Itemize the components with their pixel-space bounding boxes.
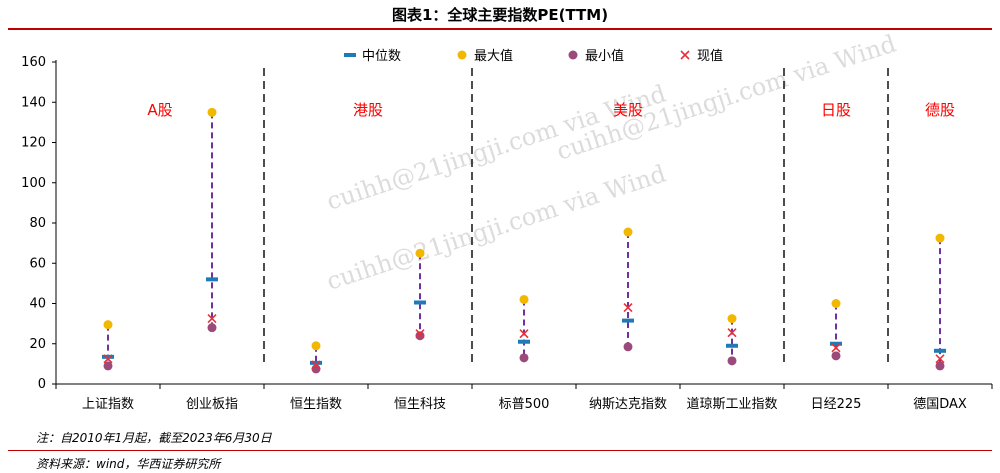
- current-point: [935, 354, 945, 364]
- current-point: [415, 329, 425, 339]
- x-category-label: 纳斯达克指数: [589, 397, 667, 412]
- max-point: [519, 294, 529, 304]
- max-point: [207, 107, 217, 117]
- current-point: [207, 314, 217, 324]
- title-rule: [8, 28, 992, 30]
- min-point: [103, 361, 113, 371]
- region-label: A股: [147, 101, 172, 119]
- current-point: [623, 302, 633, 313]
- median-point: [310, 360, 322, 365]
- x-category-label: 恒生科技: [394, 397, 446, 412]
- x-category-label: 日经225: [811, 397, 862, 412]
- x-stroke: [727, 328, 737, 338]
- max-point: [935, 233, 945, 243]
- current-point: [103, 354, 113, 364]
- y-tick-label: 140: [21, 95, 46, 110]
- median-point: [518, 339, 530, 344]
- legend-max-marker: [457, 50, 467, 60]
- x-stroke: [831, 343, 841, 353]
- footnote: 注：自2010年1月起，截至2023年6月30日: [36, 431, 272, 445]
- x-stroke: [207, 314, 217, 324]
- region-label: 德股: [925, 101, 955, 119]
- legend-label: 最大值: [474, 48, 513, 64]
- legend-label: 现值: [697, 48, 723, 64]
- y-tick-label: 20: [29, 337, 46, 352]
- max-point: [415, 248, 425, 258]
- x-stroke: [311, 360, 321, 370]
- y-tick-label: 0: [38, 377, 46, 392]
- current-point: [311, 360, 321, 370]
- legend-label: 最小值: [585, 48, 624, 64]
- region-label: 美股: [613, 101, 643, 119]
- x-stroke: [623, 302, 633, 313]
- legend-median-marker: [344, 53, 356, 57]
- x-stroke: [519, 329, 529, 339]
- figure-title: 图表1：全球主要指数PE(TTM): [391, 6, 609, 24]
- median-point: [102, 354, 114, 359]
- current-point: [727, 328, 737, 338]
- data-marks: [102, 107, 946, 374]
- min-point: [519, 353, 529, 363]
- y-tick-label: 100: [21, 176, 46, 191]
- region-labels: A股 港股 美股 日股 德股: [147, 101, 955, 119]
- current-point: [831, 343, 841, 353]
- legend: 中位数 最大值 最小值 现值: [344, 48, 723, 64]
- median-point: [622, 318, 634, 323]
- min-point: [935, 361, 945, 371]
- max-point: [623, 227, 633, 237]
- source-note: 资料来源：wind，华西证券研究所: [36, 457, 221, 471]
- current-point: [519, 329, 529, 339]
- legend-label: 中位数: [362, 49, 401, 64]
- region-label: 日股: [821, 101, 851, 119]
- min-point: [207, 323, 217, 333]
- x-category-label: 德国DAX: [913, 397, 967, 412]
- min-point: [727, 356, 737, 366]
- y-tick-label: 40: [29, 297, 46, 312]
- min-point: [415, 331, 425, 341]
- y-tick-label: 60: [29, 256, 46, 271]
- median-point: [830, 341, 842, 346]
- x-category-label: 道琼斯工业指数: [686, 397, 777, 412]
- y-tick-label: 120: [21, 136, 46, 151]
- x-category-label: 恒生指数: [290, 397, 342, 412]
- median-point: [206, 277, 218, 282]
- max-point: [831, 299, 841, 308]
- x-category-label: 标普500: [499, 397, 550, 412]
- max-point: [727, 314, 737, 324]
- region-label: 港股: [353, 101, 383, 119]
- footer-rule: [8, 450, 992, 451]
- y-tick-label: 80: [29, 216, 46, 231]
- x-stroke: [415, 329, 425, 339]
- legend-current-marker: [680, 50, 690, 60]
- min-point: [831, 351, 841, 361]
- max-point: [311, 341, 321, 351]
- legend-min-marker: [568, 50, 578, 60]
- x-stroke: [935, 354, 945, 364]
- min-point: [623, 342, 633, 352]
- max-point: [103, 320, 113, 330]
- region-separators: [263, 68, 889, 364]
- median-point: [414, 300, 426, 305]
- x-stroke: [680, 50, 690, 60]
- x-stroke: [103, 354, 113, 364]
- x-category-label: 创业板指: [186, 397, 238, 412]
- y-tick-label: 160: [21, 55, 46, 70]
- x-category-label: 上证指数: [82, 397, 134, 412]
- watermark-layer: cuihh@21jingji.com via Windcuihh@21jingj…: [323, 29, 899, 295]
- median-point: [934, 348, 946, 353]
- axes: 0 20 40 60 80 100 120 140 160 上证指数 创业板指 恒生指数 恒生科技 标普5…: [21, 55, 993, 412]
- median-point: [726, 343, 738, 348]
